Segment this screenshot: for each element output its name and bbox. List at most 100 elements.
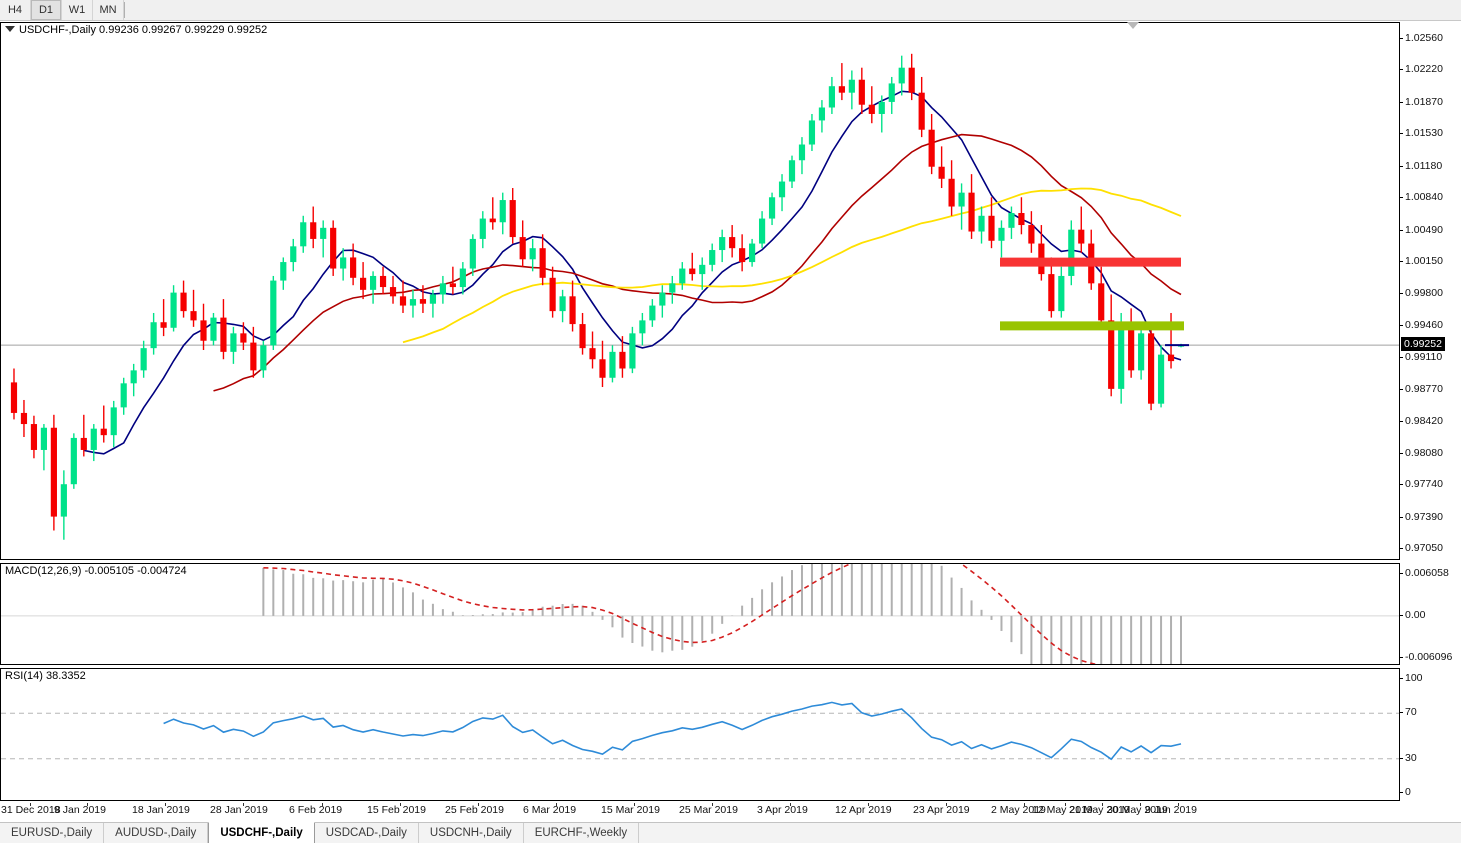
price-tick-label: 1.02560 [1405,32,1443,44]
macd-tick-label: -0.006096 [1405,651,1453,663]
price-tick-mark [1399,101,1403,103]
rsi-line [163,701,1182,761]
rsi-title: RSI(14) 38.3352 [5,670,86,682]
price-tick-mark [1399,516,1403,518]
time-tick-mark [1178,803,1179,806]
price-tick-label: 1.00840 [1405,191,1443,204]
macd-tick-mark [1399,615,1403,616]
time-tick-label: 21 May 2019 [1069,804,1130,816]
symbol-tab-label: EURCHF-,Weekly [534,827,628,839]
collapse-triangle-icon[interactable] [5,26,15,33]
macd-tick-mark [1399,573,1403,574]
time-tick-mark [165,803,166,806]
rsi-canvas [1,701,1458,761]
rsi-indicator-pane[interactable]: RSI(14) 38.3352 [0,668,1459,801]
price-tick-mark [1399,484,1403,486]
time-tick-label: 23 Apr 2019 [913,804,970,816]
time-tick-label: 12 May 2019 [1032,804,1093,816]
price-tick-mark [1399,38,1403,39]
candlestick-series [10,53,1185,540]
time-tick-label: 25 Feb 2019 [445,804,504,816]
timeframe-button-group: H4 D1 W1 MN [0,0,125,20]
price-tick-label: 1.02220 [1405,63,1443,76]
timeframe-button-mn[interactable]: MN [93,0,124,20]
time-tick-mark [790,803,791,806]
macd-canvas [1,564,1458,664]
price-tick-label: 1.01870 [1405,95,1443,108]
time-tick-label: 15 Feb 2019 [367,804,426,816]
price-tick-label: 0.97390 [1405,510,1443,523]
time-tick-label: 12 Apr 2019 [835,804,892,816]
timeframe-button-d1[interactable]: D1 [31,0,62,20]
toolbar-divider [124,2,125,18]
time-tick-label: 9 Jan 2019 [54,804,106,816]
price-tick-mark [1399,229,1403,231]
time-tick-mark [87,803,88,806]
price-tick-label: 0.98080 [1405,446,1443,459]
price-tick-mark [1399,261,1403,263]
price-tick-label: 0.97050 [1405,542,1443,554]
price-tick-mark [1399,357,1403,359]
price-chart-pane[interactable]: USDCHF-,Daily 0.99236 0.99267 0.99229 0.… [0,22,1459,560]
timeframe-button-h4[interactable]: H4 [0,0,31,20]
time-tick-mark [946,803,947,806]
macd-indicator-pane[interactable]: MACD(12,26,9) -0.005105 -0.004724 [0,563,1459,665]
price-tick-label: 0.98770 [1405,382,1443,395]
price-tick-label: 0.99800 [1405,287,1443,300]
symbol-tab-eurchf[interactable]: EURCHF-,Weekly [524,823,640,843]
time-tick-mark [478,803,479,806]
time-tick-label: 31 Dec 2018 [1,804,61,816]
time-tick-mark [868,803,869,806]
time-axis-scale[interactable]: 31 Dec 2018 9 Jan 2019 18 Jan 2019 28 Jan 2… [0,803,1461,820]
symbol-tab-usdcnh[interactable]: USDCNH-,Daily [419,823,524,843]
time-tick-mark [1140,803,1141,806]
timeframe-label: W1 [68,4,86,16]
price-tick-label: 0.99460 [1405,318,1443,331]
timeframe-label: H4 [7,4,23,16]
macd-signal-line [263,564,1098,664]
symbol-tab-label: USDCHF-,Daily [220,827,303,839]
price-tick-mark [1399,133,1403,135]
price-tick-mark [1399,548,1403,549]
timeframe-toolbar: H4 D1 W1 MN [0,0,1461,21]
price-tick-mark [1399,197,1403,199]
time-tick-label: 25 Mar 2019 [679,804,738,816]
time-tick-label: 3 Apr 2019 [757,804,808,816]
symbol-tab-label: AUDUSD-,Daily [115,827,197,839]
price-tick-label: 1.01180 [1405,159,1443,172]
time-tick-mark [712,803,713,806]
price-tick-label: 1.01530 [1405,127,1443,140]
timeframe-label: D1 [38,4,54,16]
time-tick-mark [634,803,635,806]
time-tick-mark [243,803,244,806]
price-chart-canvas[interactable] [1,23,1459,560]
time-tick-label: 6 Feb 2019 [289,804,343,816]
time-tick-mark [1024,803,1025,806]
price-tick-label: 1.00150 [1405,255,1443,268]
time-tick-label: 2 May 2019 [991,804,1046,816]
macd-tick-label: 0.006058 [1405,567,1449,579]
macd-title: MACD(12,26,9) -0.005105 -0.004724 [5,565,187,577]
rsi-tick-mark [1399,678,1403,679]
price-tick-mark [1399,324,1403,326]
rsi-tick-label: 0 [1405,786,1411,798]
time-tick-label: 28 Jan 2019 [210,804,268,816]
time-tick-mark [400,803,401,806]
time-tick-mark [322,803,323,806]
price-tick-mark [1399,388,1403,390]
price-tick-label: 0.98420 [1405,415,1443,428]
price-axis-scale[interactable]: 1.02560 1.02220 1.01870 1.01530 1.01180 1.008… [1399,22,1461,560]
symbol-tab-bar: EURUSD-,Daily AUDUSD-,Daily USDCHF-,Daily U… [0,822,1461,843]
price-tick-label: 1.00490 [1405,223,1443,236]
symbol-tab-label: USDCAD-,Daily [325,827,407,839]
symbol-tab-audusd[interactable]: AUDUSD-,Daily [104,823,209,843]
timeframe-button-w1[interactable]: W1 [62,0,93,20]
symbol-tab-usdchf[interactable]: USDCHF-,Daily [208,822,315,843]
symbol-tab-usdcad[interactable]: USDCAD-,Daily [315,823,419,843]
time-tick-label: 18 Jan 2019 [132,804,190,816]
price-tick-label: 0.97740 [1405,478,1443,491]
symbol-tab-label: USDCNH-,Daily [429,827,512,839]
rsi-tick-label: 70 [1405,706,1417,719]
price-tick-label: 0.99110 [1405,351,1443,364]
symbol-tab-eurusd[interactable]: EURUSD-,Daily [0,823,105,843]
